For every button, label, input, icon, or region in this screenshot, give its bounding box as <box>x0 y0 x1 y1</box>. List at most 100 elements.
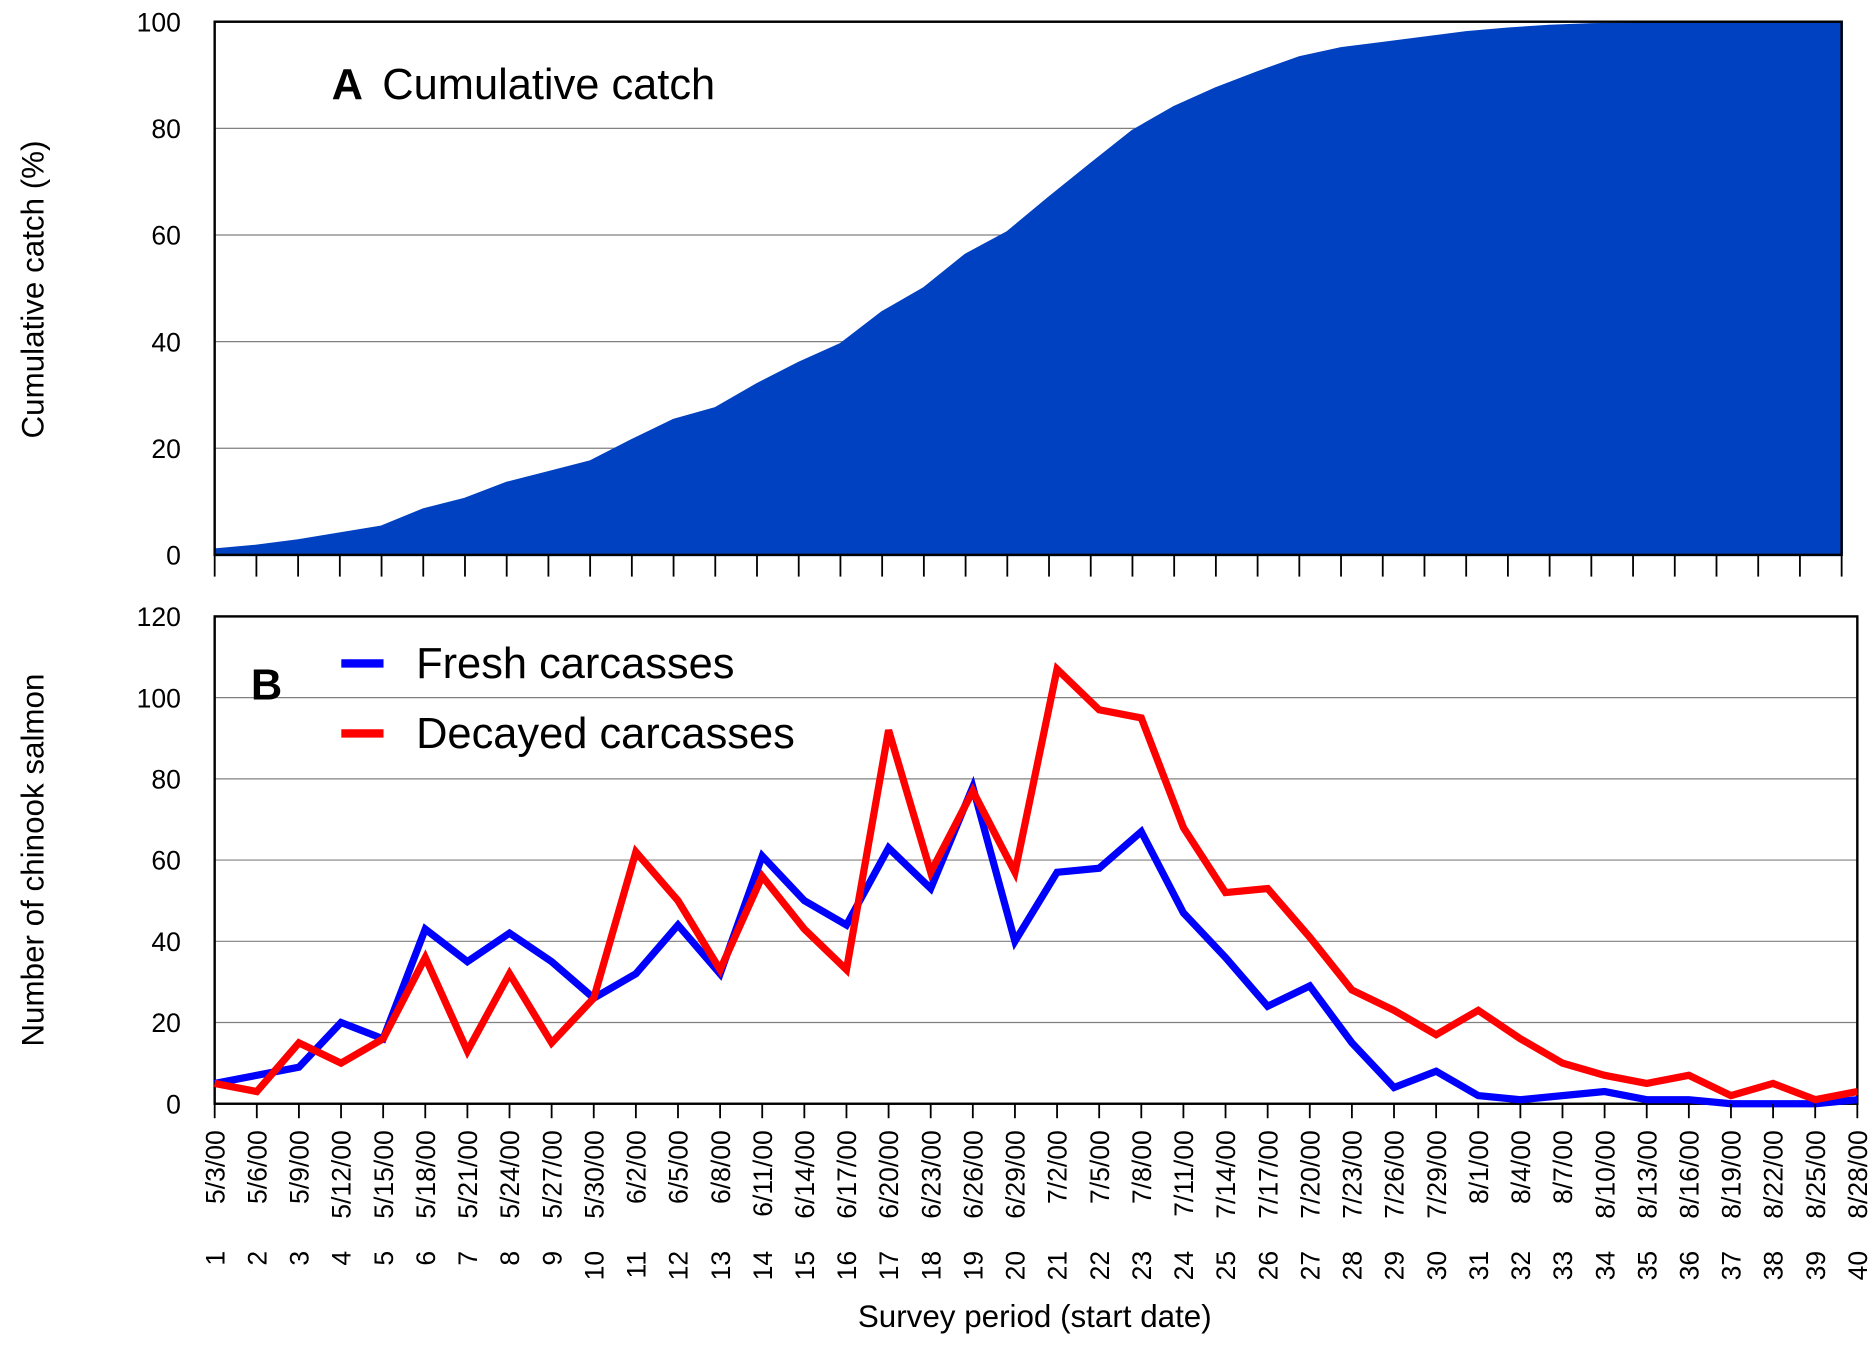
line <box>213 775 1858 1108</box>
x-period-label: 31 <box>1464 1251 1494 1281</box>
y-axis-label: Number of chinook salmon <box>15 674 50 1047</box>
x-period-label: 18 <box>916 1251 946 1281</box>
x-period-label: 1 <box>200 1251 230 1266</box>
x-period-label: 40 <box>1843 1251 1873 1281</box>
x-period-label: 25 <box>1211 1251 1241 1281</box>
x-period-label: 38 <box>1759 1251 1789 1281</box>
x-period-label: 34 <box>1590 1251 1620 1281</box>
y-tick-label: 80 <box>151 765 180 795</box>
x-period-label: 33 <box>1548 1251 1578 1281</box>
x-period-label: 14 <box>748 1251 778 1281</box>
x-tick-label: 8/4/00 <box>1506 1130 1536 1204</box>
x-period-label: 3 <box>285 1251 315 1266</box>
y-tick-label: 60 <box>151 221 180 251</box>
x-period-label: 20 <box>1001 1251 1031 1281</box>
x-tick-label: 8/1/00 <box>1464 1130 1494 1204</box>
x-period-label: 10 <box>579 1251 609 1281</box>
x-period-label: 39 <box>1801 1251 1831 1281</box>
x-tick-label: 7/26/00 <box>1380 1130 1410 1218</box>
x-tick-label: 5/9/00 <box>285 1130 315 1204</box>
x-period-label: 37 <box>1717 1251 1747 1281</box>
plot-frame <box>213 615 1859 1105</box>
x-period-label: 2 <box>242 1251 272 1266</box>
x-period-label: 16 <box>832 1251 862 1281</box>
x-period-label: 19 <box>958 1251 988 1281</box>
x-axis-label: Survey period (start date) <box>858 1299 1212 1334</box>
x-tick-label: 8/25/00 <box>1801 1130 1831 1218</box>
x-period-label: 26 <box>1253 1251 1283 1281</box>
plot-frame <box>213 20 1843 557</box>
panel-label: A <box>332 61 363 109</box>
x-period-label: 27 <box>1295 1251 1325 1281</box>
x-period-label: 15 <box>790 1251 820 1281</box>
area <box>213 20 1843 557</box>
x-period-label: 29 <box>1380 1251 1410 1281</box>
x-tick-label: 5/18/00 <box>411 1130 441 1218</box>
y-tick-label: 20 <box>151 1008 180 1038</box>
x-tick-label: 5/27/00 <box>537 1130 567 1218</box>
line <box>213 662 1859 1104</box>
x-period-label: 24 <box>1169 1251 1199 1281</box>
x-tick-label: 6/14/00 <box>790 1130 820 1218</box>
x-tick-label: 6/2/00 <box>622 1130 652 1204</box>
x-tick-label: 7/29/00 <box>1422 1130 1452 1218</box>
x-period-label: 30 <box>1422 1251 1452 1281</box>
x-tick-label: 5/21/00 <box>453 1130 483 1218</box>
x-tick-label: 7/23/00 <box>1338 1130 1368 1218</box>
y-axis-label: Cumulative catch (%) <box>15 140 50 438</box>
x-period-label: 13 <box>706 1251 736 1281</box>
x-tick-label: 6/17/00 <box>832 1130 862 1218</box>
x-tick-label: 8/10/00 <box>1590 1130 1620 1218</box>
x-tick-label: 7/5/00 <box>1085 1130 1115 1204</box>
y-tick-label: 100 <box>137 7 181 37</box>
x-tick-label: 7/8/00 <box>1127 1130 1157 1204</box>
x-tick-label: 6/26/00 <box>958 1130 988 1218</box>
y-tick-label: 40 <box>151 327 180 357</box>
x-period-label: 11 <box>622 1251 652 1279</box>
x-tick-label: 8/28/00 <box>1843 1130 1873 1218</box>
legend-label: Decayed carcasses <box>416 710 795 758</box>
x-tick-label: 6/23/00 <box>916 1130 946 1218</box>
x-tick-label: 5/24/00 <box>495 1130 525 1218</box>
x-tick-label: 5/6/00 <box>242 1130 272 1204</box>
x-tick-label: 5/12/00 <box>327 1130 357 1218</box>
x-period-label: 4 <box>327 1251 357 1266</box>
x-tick-label: 7/2/00 <box>1043 1130 1073 1204</box>
x-period-label: 35 <box>1632 1251 1662 1281</box>
x-tick-label: 6/11/00 <box>748 1130 778 1217</box>
x-period-label: 22 <box>1085 1251 1115 1281</box>
x-period-label: 9 <box>537 1251 567 1266</box>
x-period-label: 7 <box>453 1251 483 1266</box>
x-period-label: 6 <box>411 1251 441 1266</box>
x-tick-label: 8/22/00 <box>1759 1130 1789 1218</box>
y-tick-label: 120 <box>137 602 181 632</box>
legend-label: Fresh carcasses <box>416 640 734 688</box>
y-tick-label: 40 <box>151 927 180 957</box>
y-tick-label: 20 <box>151 434 180 464</box>
x-tick-label: 8/7/00 <box>1548 1130 1578 1204</box>
x-tick-label: 8/19/00 <box>1717 1130 1747 1218</box>
x-period-label: 28 <box>1338 1251 1368 1281</box>
x-period-label: 21 <box>1043 1251 1073 1281</box>
panel-title: A Cumulative catch <box>332 61 716 109</box>
x-period-label: 8 <box>495 1251 525 1266</box>
x-tick-label: 6/5/00 <box>664 1130 694 1204</box>
x-tick-label: 7/20/00 <box>1295 1130 1325 1218</box>
x-period-label: 12 <box>664 1251 694 1281</box>
x-period-label: 5 <box>369 1251 399 1266</box>
y-tick-label: 80 <box>151 114 180 144</box>
x-tick-label: 5/15/00 <box>369 1130 399 1218</box>
x-tick-label: 6/29/00 <box>1001 1130 1031 1218</box>
panel-label: B <box>251 662 282 710</box>
y-tick-label: 100 <box>137 683 181 713</box>
x-period-label: 32 <box>1506 1251 1536 1281</box>
y-tick-label: 60 <box>151 846 180 876</box>
x-tick-label: 5/30/00 <box>579 1130 609 1218</box>
y-tick-label: 0 <box>166 1089 181 1119</box>
x-tick-label: 6/20/00 <box>874 1130 904 1218</box>
x-tick-label: 8/13/00 <box>1632 1130 1662 1218</box>
x-tick-label: 7/11/00 <box>1169 1130 1199 1217</box>
title: Cumulative catch <box>382 61 715 109</box>
